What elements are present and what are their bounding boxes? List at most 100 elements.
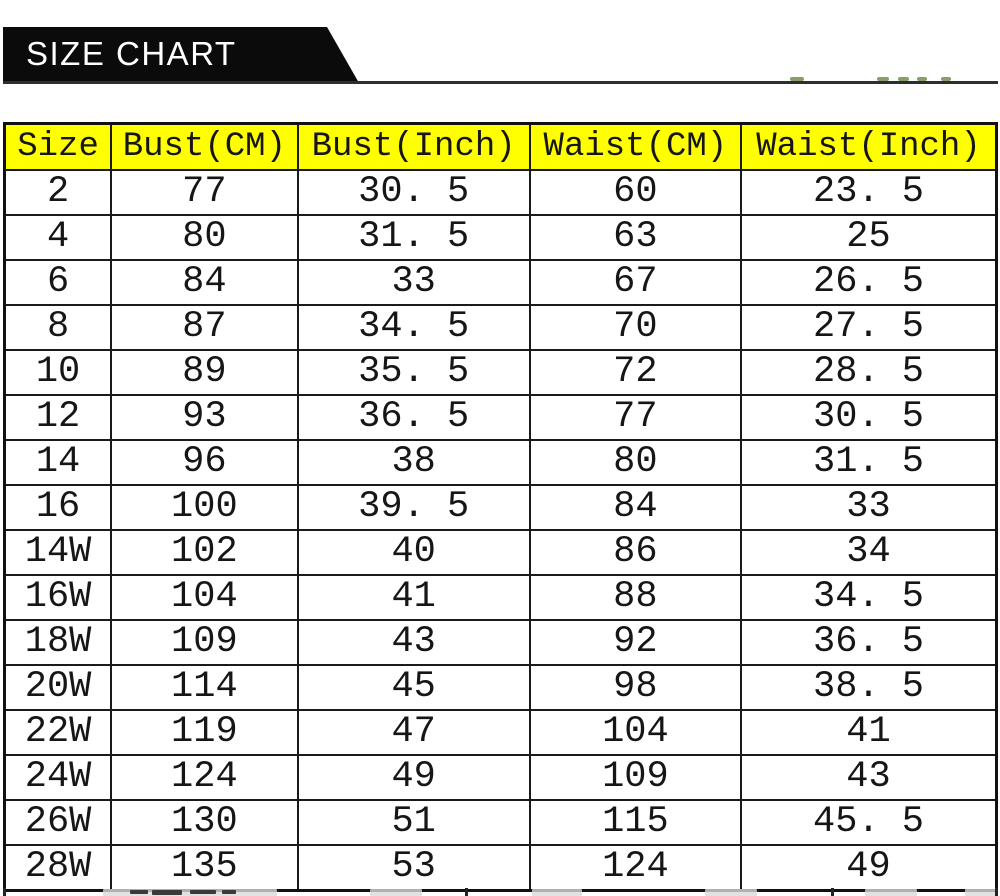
table-cell: 4 xyxy=(3,214,113,261)
table-cell: 77 xyxy=(528,394,743,441)
table-cell: 39. 5 xyxy=(296,484,531,531)
table-cell: 84 xyxy=(528,484,743,531)
table-cell: 104 xyxy=(110,574,299,621)
table-row: 14W 102 40 86 34 xyxy=(3,529,998,576)
table-cell: 77 xyxy=(110,169,299,216)
table-cell: 63 xyxy=(528,214,743,261)
header-cell: Bust(CM) xyxy=(110,122,299,171)
table-cell: 38 xyxy=(296,439,531,486)
table-cell: 12 xyxy=(3,394,113,441)
size-chart-table: Size Bust(CM) Bust(Inch) Waist(CM) Waist(Inc… xyxy=(3,122,998,892)
table-cell: 109 xyxy=(528,754,743,801)
table-cell: 26. 5 xyxy=(740,259,998,306)
header-divider-line xyxy=(3,81,998,84)
table-cell: 31. 5 xyxy=(740,439,998,486)
table-cell: 16W xyxy=(3,574,113,621)
cropped-text-fragment xyxy=(152,890,182,895)
table-cell: 34 xyxy=(740,529,998,576)
table-cell: 34. 5 xyxy=(296,304,531,351)
table-row: 10 89 35. 5 72 28. 5 xyxy=(3,349,998,396)
table-cell: 60 xyxy=(528,169,743,216)
watermark-fragment xyxy=(898,77,909,81)
table-cell: 130 xyxy=(110,799,299,846)
header-cell: Size xyxy=(3,122,113,171)
table-cell: 28W xyxy=(3,844,113,892)
table-cell: 20W xyxy=(3,664,113,711)
table-cell: 23. 5 xyxy=(740,169,998,216)
table-cell: 70 xyxy=(528,304,743,351)
table-cell: 109 xyxy=(110,619,299,666)
table-cell: 43 xyxy=(296,619,531,666)
header-cell: Waist(CM) xyxy=(528,122,743,171)
table-cell: 100 xyxy=(110,484,299,531)
table-cell: 80 xyxy=(110,214,299,261)
table-cell: 31. 5 xyxy=(296,214,531,261)
table-row: 20W 114 45 98 38. 5 xyxy=(3,664,998,711)
table-cell: 33 xyxy=(296,259,531,306)
table-header-row: Size Bust(CM) Bust(Inch) Waist(CM) Waist(Inc… xyxy=(3,122,998,171)
cropped-border-stub xyxy=(3,888,6,896)
table-row: 8 87 34. 5 70 27. 5 xyxy=(3,304,998,351)
table-cell: 93 xyxy=(110,394,299,441)
table-cell: 72 xyxy=(528,349,743,396)
table-cell: 89 xyxy=(110,349,299,396)
watermark-fragment xyxy=(790,77,804,81)
table-cell: 30. 5 xyxy=(296,169,531,216)
cropped-thumbnail xyxy=(370,889,422,896)
table-cell: 41 xyxy=(740,709,998,756)
table-cell: 84 xyxy=(110,259,299,306)
table-row: 28W 135 53 124 49 xyxy=(3,844,998,892)
table-row: 26W 130 51 115 45. 5 xyxy=(3,799,998,846)
table-row: 14 96 38 80 31. 5 xyxy=(3,439,998,486)
table-cell: 135 xyxy=(110,844,299,892)
table-cell: 14W xyxy=(3,529,113,576)
table-cell: 27. 5 xyxy=(740,304,998,351)
cropped-thumbnail xyxy=(705,889,757,896)
table-cell: 40 xyxy=(296,529,531,576)
table-cell: 25 xyxy=(740,214,998,261)
table-row: 18W 109 43 92 36. 5 xyxy=(3,619,998,666)
table-cell: 124 xyxy=(528,844,743,892)
table-cell: 18W xyxy=(3,619,113,666)
table-cell: 102 xyxy=(110,529,299,576)
table-cell: 98 xyxy=(528,664,743,711)
table-cell: 45. 5 xyxy=(740,799,998,846)
table-cell: 80 xyxy=(528,439,743,486)
table-row: 22W 119 47 104 41 xyxy=(3,709,998,756)
page-title: SIZE CHART xyxy=(26,35,237,72)
table-cell: 67 xyxy=(528,259,743,306)
table-cell: 119 xyxy=(110,709,299,756)
table-cell: 24W xyxy=(3,754,113,801)
table-cell: 49 xyxy=(296,754,531,801)
cropped-border-stub xyxy=(831,888,834,896)
header-cell: Waist(Inch) xyxy=(740,122,998,171)
watermark-fragment xyxy=(917,77,927,81)
table-cell: 10 xyxy=(3,349,113,396)
table-row: 16 100 39. 5 84 33 xyxy=(3,484,998,531)
table-cell: 41 xyxy=(296,574,531,621)
table-cell: 104 xyxy=(528,709,743,756)
table-cell: 35. 5 xyxy=(296,349,531,396)
table-cell: 26W xyxy=(3,799,113,846)
table-cell: 87 xyxy=(110,304,299,351)
table-row: 16W 104 41 88 34. 5 xyxy=(3,574,998,621)
table-row: 2 77 30. 5 60 23. 5 xyxy=(3,169,998,216)
table-row: 24W 124 49 109 43 xyxy=(3,754,998,801)
table-cell: 2 xyxy=(3,169,113,216)
table-cell: 114 xyxy=(110,664,299,711)
cropped-thumbnail xyxy=(865,889,917,896)
table-cell: 8 xyxy=(3,304,113,351)
table-cell: 36. 5 xyxy=(740,619,998,666)
table-cell: 22W xyxy=(3,709,113,756)
table-cell: 51 xyxy=(296,799,531,846)
cropped-thumbnail xyxy=(965,889,998,896)
table-cell: 36. 5 xyxy=(296,394,531,441)
table-cell: 115 xyxy=(528,799,743,846)
table-header-row: Size Bust(CM) Bust(Inch) Waist(CM) Waist(Inc… xyxy=(3,122,998,171)
cropped-border-stub xyxy=(465,888,468,896)
table-cell: 33 xyxy=(740,484,998,531)
cropped-text-fragment xyxy=(190,890,216,894)
table-cell: 14 xyxy=(3,439,113,486)
table-cell: 86 xyxy=(528,529,743,576)
table-cell: 28. 5 xyxy=(740,349,998,396)
